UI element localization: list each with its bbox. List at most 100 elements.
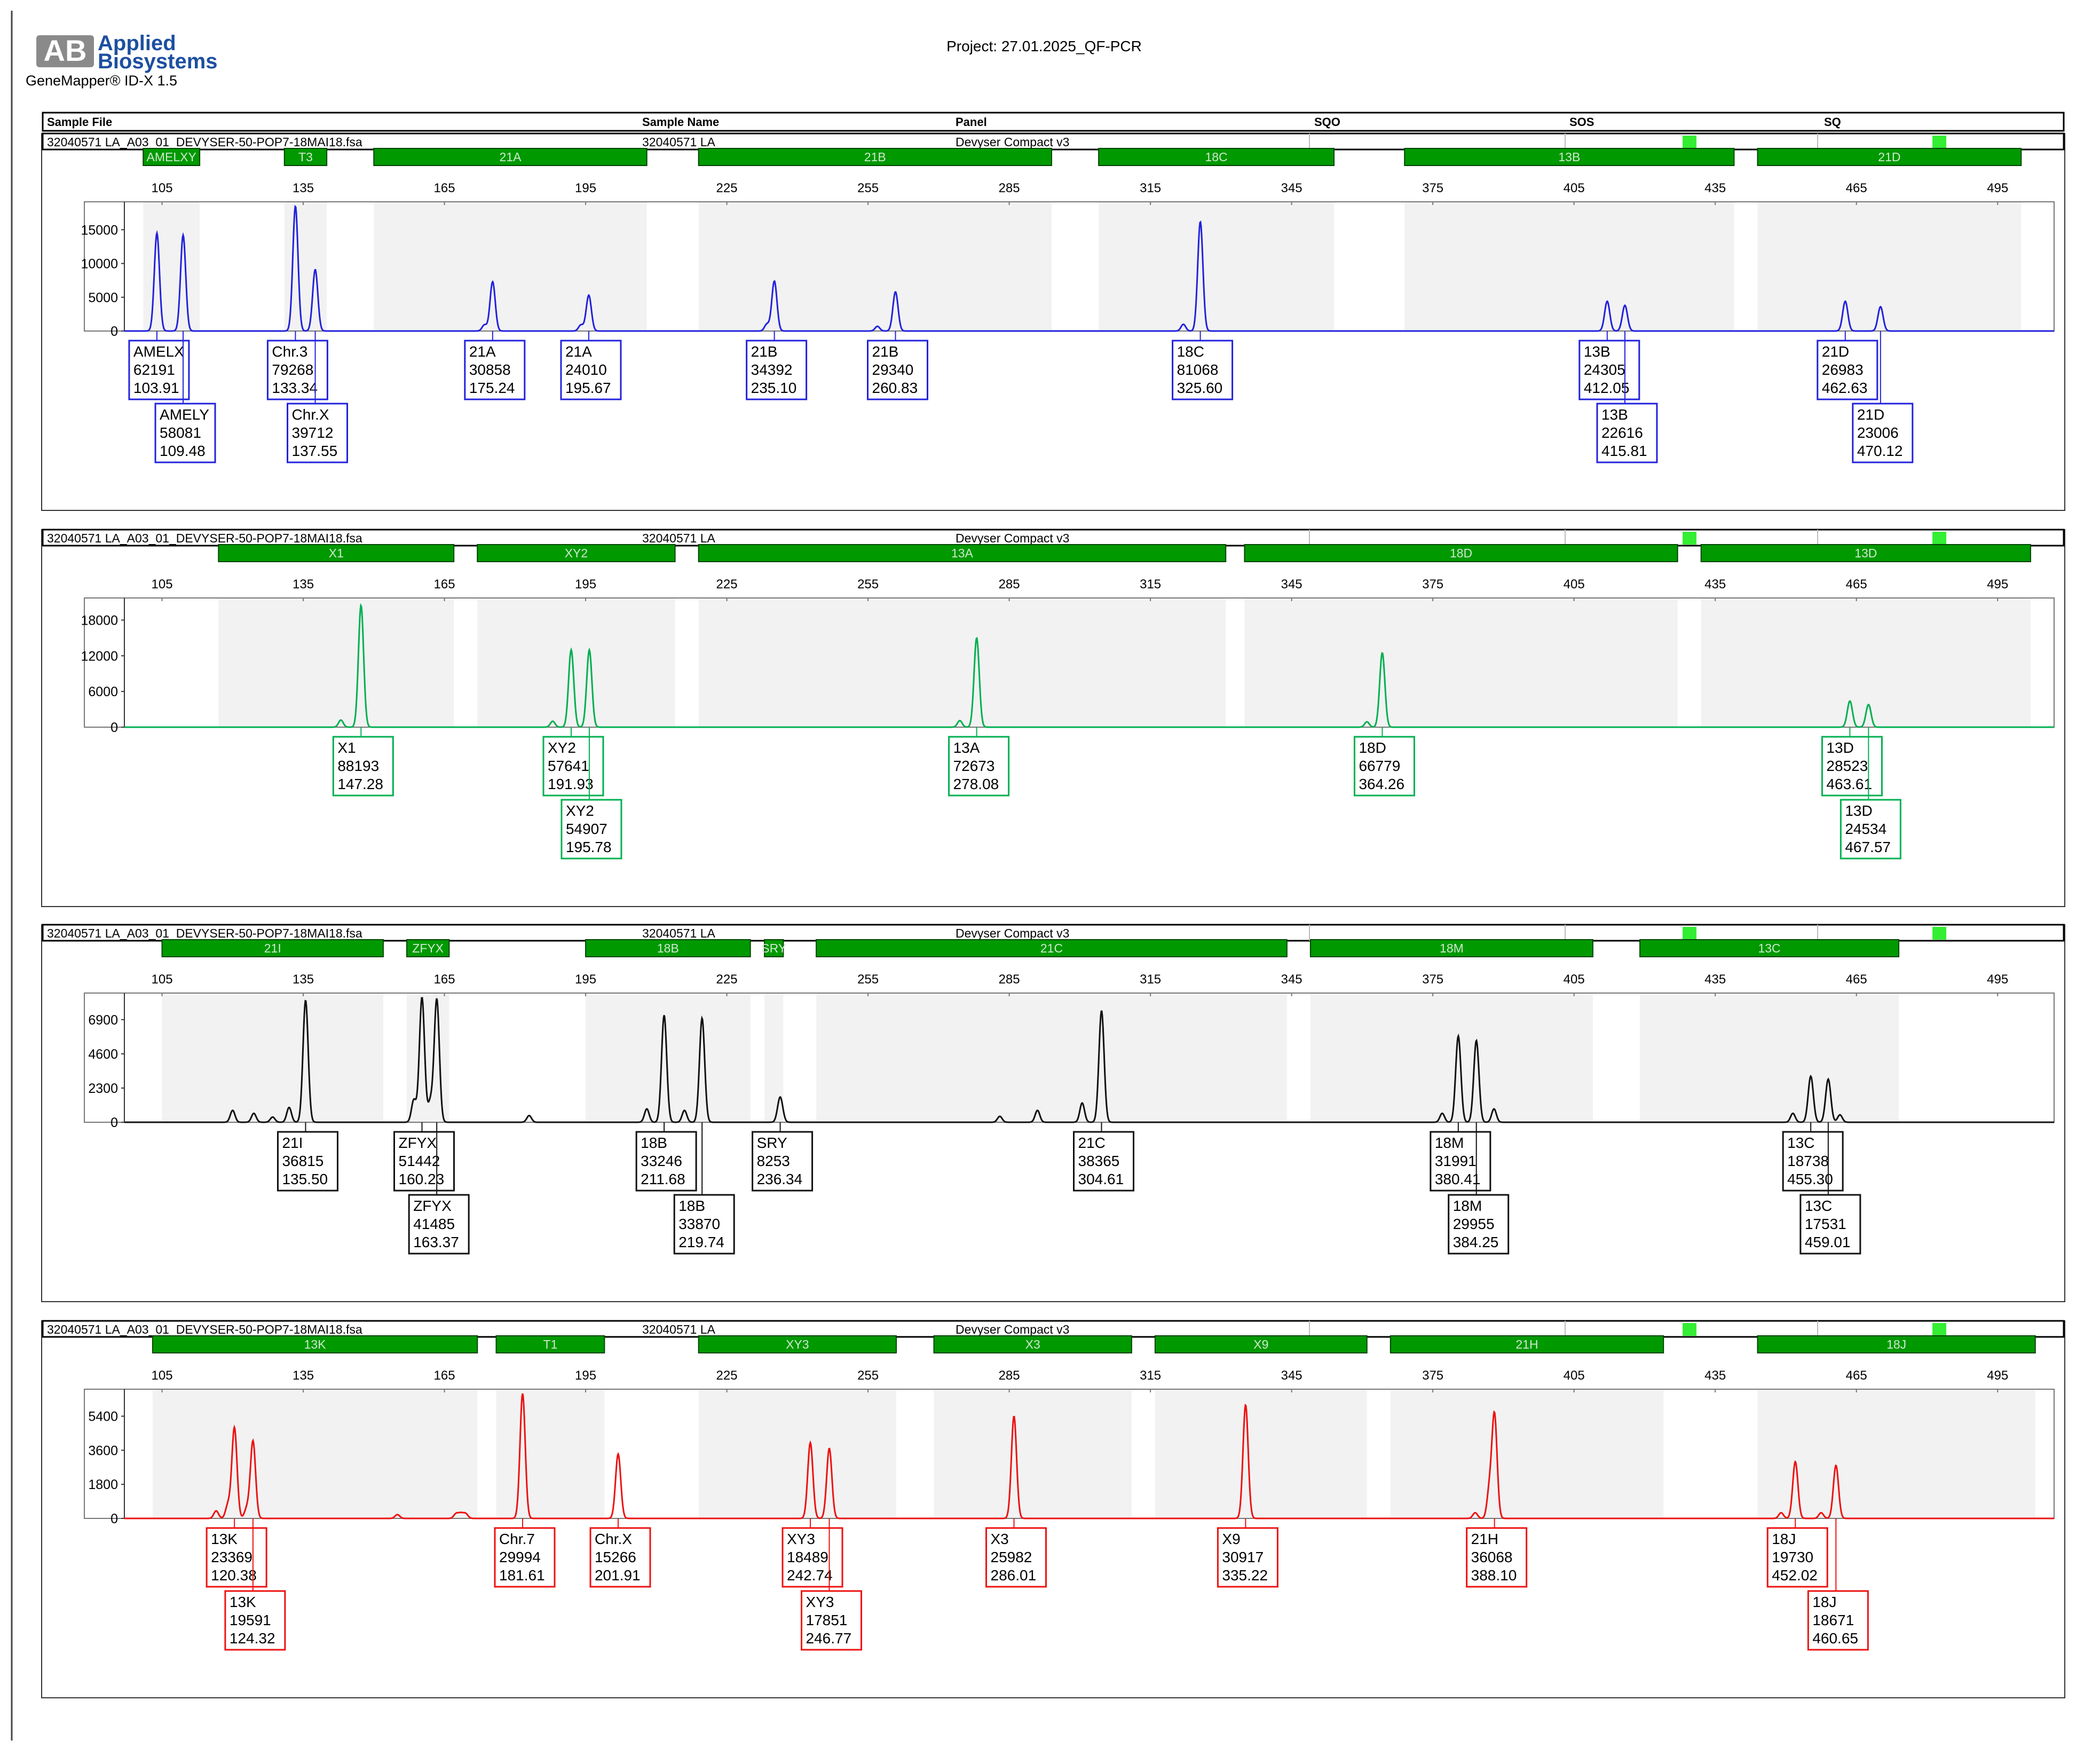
peak-area: 66779 [1359,758,1400,774]
peak-allele: 21D [1822,343,1849,360]
logo-mark-text: AB [44,34,87,67]
peak-label-box [224,1590,286,1651]
x-tick-label: 375 [1422,1368,1443,1383]
sample-row [42,132,2065,151]
peak-allele: 21A [469,343,496,360]
peak-size: 163.37 [413,1234,459,1250]
marker-label: ZFYX [412,941,444,955]
y-tick-label: 3600 [88,1443,118,1458]
peak-allele: 18M [1453,1198,1482,1214]
peak-allele: 13C [1805,1198,1832,1214]
peak-size: 235.10 [751,380,797,396]
peak-allele: 18B [678,1198,705,1214]
marker-label: 18D [1450,546,1472,560]
peak-allele: X1 [337,739,356,756]
marker-label: 21A [500,150,522,164]
peak-area: 18738 [1787,1153,1829,1169]
x-tick-label: 495 [1987,181,2008,195]
panel-black: 32040571 LA_A03_01_DEVYSER-50-POP7-18MAI… [41,924,2065,1302]
col-sqo: SQO [1314,115,1340,129]
marker-shade [1701,598,2031,727]
peak-allele: Chr.3 [272,343,307,360]
peak-allele: Chr.7 [499,1531,535,1547]
peak-area: 51442 [399,1153,440,1169]
peak-area: 19730 [1772,1549,1813,1565]
peak-area: 81068 [1177,361,1219,378]
sample-file-value: 32040571 LA_A03_01_DEVYSER-50-POP7-18MAI… [47,135,362,149]
sample-file-value: 32040571 LA_A03_01_DEVYSER-50-POP7-18MAI… [47,1322,362,1336]
peak-size: 286.01 [991,1567,1037,1584]
peak-allele: 13K [211,1531,238,1547]
marker-label: X1 [329,546,344,560]
peak-label-box [1766,1527,1828,1588]
panel-value: Devyser Compact v3 [956,135,1069,149]
peak-label-box [1596,403,1658,463]
col-sample-file: Sample File [47,115,112,129]
peak-size: 211.68 [641,1171,685,1187]
peak-area: 38365 [1078,1153,1120,1169]
peak-size: 160.23 [399,1171,445,1187]
x-tick-label: 225 [716,972,738,987]
peak-allele: XY2 [548,739,576,756]
x-tick-label: 375 [1422,181,1443,195]
x-tick-label: 105 [152,1368,173,1383]
x-tick-label: 405 [1564,972,1585,987]
sos-quality-flag [1683,927,1696,940]
marker-shade [1099,202,1334,330]
peak-label-box [746,340,808,400]
x-tick-label: 495 [1987,577,2008,592]
peak-label-box [752,1131,814,1192]
peak-size: 133.34 [272,380,318,396]
marker-shade [1244,598,1678,727]
x-tick-label: 495 [1987,972,2008,987]
y-tick-label: 0 [110,720,118,735]
sq-quality-flag [1932,1323,1946,1336]
sample-name-value: 32040571 LA [642,531,716,545]
marker-label: 18M [1440,941,1464,955]
sample-row [42,529,2065,547]
y-tick-label: 6900 [88,1013,118,1028]
peak-label-box [542,736,604,797]
peak-size: 137.55 [292,443,338,459]
peak-area: 15266 [595,1549,636,1565]
x-tick-label: 195 [575,1368,596,1383]
x-tick-label: 465 [1846,1368,1867,1383]
peak-area: 23006 [1857,424,1899,441]
marker-bin [1154,1335,1368,1353]
peak-size: 195.78 [566,839,612,855]
peak-label-box [781,1527,843,1588]
peak-area: 18489 [787,1549,828,1565]
peak-area: 41485 [413,1216,455,1232]
marker-shade [218,598,454,727]
peak-allele: 18M [1435,1135,1464,1151]
peak-area: 28523 [1826,758,1868,774]
sq-quality-flag [1932,136,1946,148]
marker-label: 18J [1886,1337,1906,1351]
marker-label: 21D [1878,150,1900,164]
peak-allele: 21H [1471,1531,1498,1547]
peak-size: 459.01 [1805,1234,1851,1250]
x-tick-label: 135 [293,972,314,987]
y-tick-label: 0 [110,324,118,339]
peak-label-box [1840,799,1901,860]
x-tick-label: 405 [1564,577,1585,592]
peak-allele: 13D [1826,739,1853,756]
peak-allele: Chr.X [595,1531,632,1547]
x-tick-label: 285 [999,972,1020,987]
peak-area: 31991 [1435,1153,1477,1169]
peak-area: 39712 [292,424,334,441]
peak-allele: AMELY [160,406,209,423]
marker-bin [1404,148,1735,166]
marker-shade [816,994,1287,1122]
trace-line [124,1393,2054,1519]
marker-bin [1244,544,1678,562]
peak-size: 304.61 [1078,1171,1124,1187]
peak-label-box [1073,1131,1135,1192]
x-tick-label: 165 [434,972,455,987]
marker-bin [698,1335,897,1353]
x-tick-label: 135 [293,181,314,195]
y-tick-label: 5000 [88,290,118,305]
x-tick-label: 435 [1704,181,1726,195]
x-tick-label: 315 [1140,972,1161,987]
